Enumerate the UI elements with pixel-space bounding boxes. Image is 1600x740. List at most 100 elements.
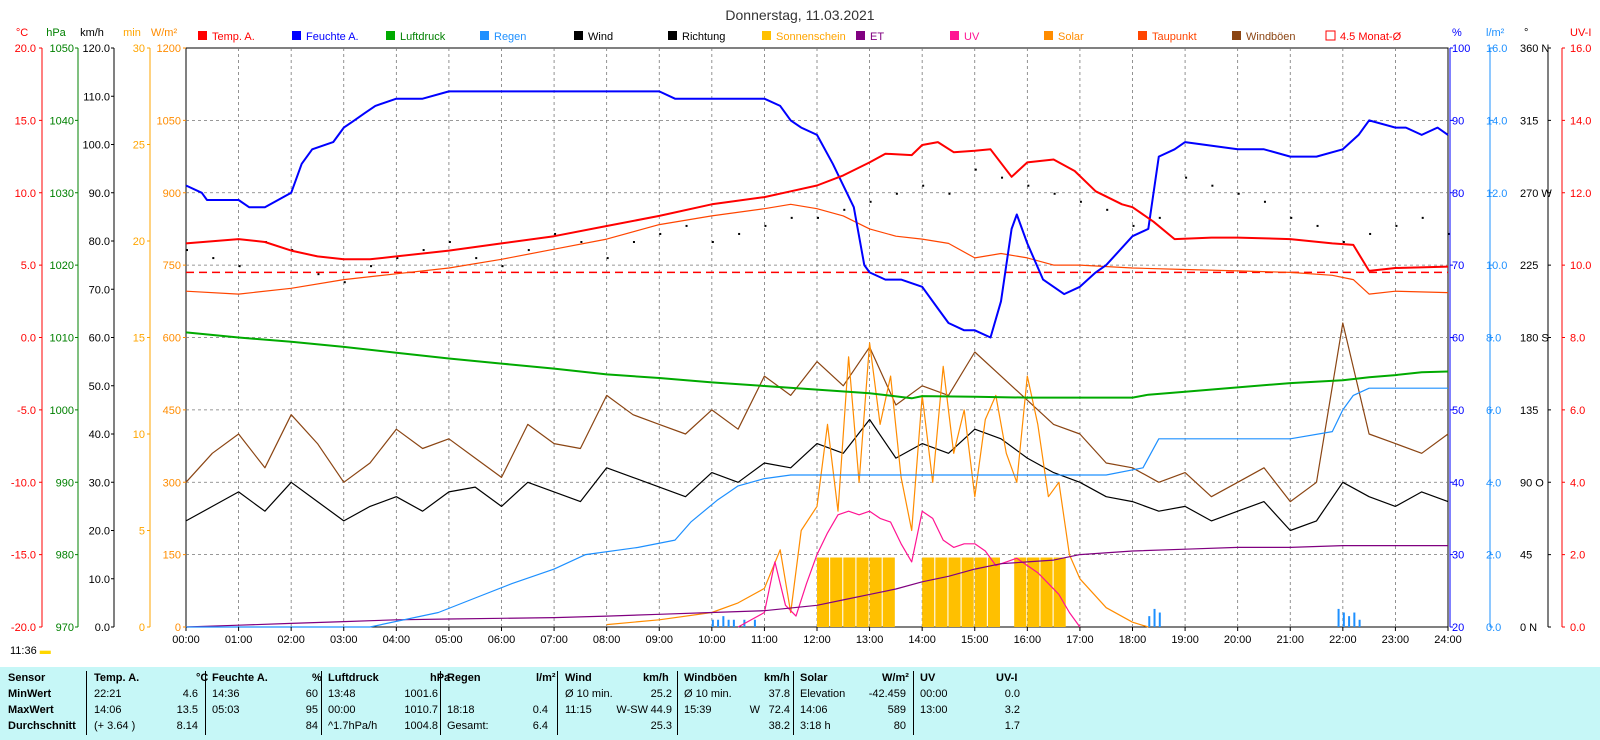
stats-unit-gust: km/h <box>764 672 790 684</box>
direction-point <box>948 192 951 195</box>
direction-point <box>1316 224 1319 227</box>
stats-row-label: MaxWert <box>8 704 54 716</box>
direction-point <box>1001 176 1004 179</box>
temp-axis-unit: °C <box>16 27 28 39</box>
uv-tick-label: 14.0 <box>1570 115 1591 127</box>
sunshine-tick-label: 15 <box>133 333 145 345</box>
rain-bar <box>1348 616 1351 627</box>
stats-value-uv: 0.0 <box>1004 688 1020 700</box>
stats-value-gust: 38.2 <box>768 720 790 732</box>
x-tick-label: 24:00 <box>1434 634 1462 646</box>
stats-value-solar: 14:06 <box>800 704 828 716</box>
legend-item: Luftdruck <box>386 31 446 43</box>
series-line-taupunkt <box>185 203 1449 295</box>
stats-value-uv: 13:00 <box>920 704 948 716</box>
humidity-axis-unit: % <box>1452 27 1462 39</box>
sunshine-bar <box>961 557 974 627</box>
x-tick-label: 02:00 <box>277 634 305 646</box>
series-line-uv <box>737 510 1081 628</box>
rain-tick-label: 12.0 <box>1486 188 1507 200</box>
humidity-tick-label: 60 <box>1452 333 1464 345</box>
rain-tick-label: 4.0 <box>1486 477 1501 489</box>
legend-label: Solar <box>1058 31 1084 43</box>
legend-swatch <box>198 31 207 40</box>
direction-point <box>580 241 583 243</box>
x-tick-label: 05:00 <box>435 634 463 646</box>
sunshine-tick-label: 30 <box>133 43 145 55</box>
legend-swatch <box>1325 30 1336 41</box>
stats-value-wind: W-SW <box>616 704 648 716</box>
direction-point <box>1395 224 1398 227</box>
direction-point <box>1369 232 1372 235</box>
stats-value-hum: 84 <box>305 720 318 732</box>
stats-value-temp: (+ 3.64 ) <box>94 720 136 732</box>
direction-point <box>186 249 188 252</box>
statistics-panel: Sensor MinWert MaxWert Durchschnitt Temp. A.… <box>0 667 1600 740</box>
direction-point <box>895 192 898 195</box>
stats-value-hum: 05:03 <box>212 704 240 716</box>
x-tick-label: 19:00 <box>1171 634 1199 646</box>
stats-header-sensor: Sensor <box>8 672 46 684</box>
wind-tick-label: 70.0 <box>89 284 110 296</box>
direction-point <box>1132 224 1135 227</box>
rain-bar <box>1158 612 1161 627</box>
direction-point <box>1211 184 1214 187</box>
x-tick-label: 09:00 <box>645 634 673 646</box>
sunshine-bar <box>882 557 895 627</box>
legend-item: Wind <box>574 31 613 43</box>
wind-tick-label: 40.0 <box>89 429 110 441</box>
rain-bar <box>1342 612 1345 627</box>
x-tick-label: 06:00 <box>488 634 516 646</box>
stats-column-separator <box>205 671 206 735</box>
chart-series <box>185 90 1450 628</box>
legend-label: UV <box>964 31 980 43</box>
pressure-axis-unit: hPa <box>46 27 66 39</box>
direction-axis-unit: ° <box>1524 27 1528 39</box>
pressure-tick-label: 970 <box>56 622 74 634</box>
wind-tick-label: 90.0 <box>89 188 110 200</box>
stats-column-separator <box>86 671 87 735</box>
legend-label: Temp. A. <box>212 31 255 43</box>
legend-label: Regen <box>494 31 526 43</box>
pressure-tick-label: 1040 <box>50 115 74 127</box>
wind-tick-label: 80.0 <box>89 236 110 248</box>
sunshine-bar <box>1027 557 1040 627</box>
wind-tick-label: 10.0 <box>89 574 110 586</box>
direction-point <box>1342 241 1345 243</box>
stats-value-uv: 1.7 <box>1004 720 1020 732</box>
stats-value-press: 1010.7 <box>404 704 438 716</box>
wind-tick-label: 60.0 <box>89 333 110 345</box>
legend-label: Windböen <box>1246 31 1296 43</box>
direction-point <box>396 257 399 260</box>
legend-item: Regen <box>480 31 526 43</box>
legend-swatch <box>950 31 959 40</box>
direction-point <box>817 216 819 219</box>
direction-point <box>1448 232 1450 235</box>
rain-tick-label: 16.0 <box>1486 43 1507 55</box>
legend-item: Feuchte A. <box>292 31 359 43</box>
legend-label: Wind <box>588 31 613 43</box>
direction-point <box>370 265 373 268</box>
sunshine-bar <box>922 557 935 627</box>
legend-item: Windböen <box>1232 31 1296 43</box>
solar-tick-label: 750 <box>163 260 181 272</box>
uv-tick-label: 0.0 <box>1570 622 1585 634</box>
series-line-et <box>185 544 1448 628</box>
legend-label: Sonnenschein <box>776 31 846 43</box>
direction-tick-label: 360 N <box>1520 43 1549 55</box>
direction-point <box>843 208 846 211</box>
rain-bar <box>1153 608 1156 627</box>
humidity-tick-label: 100 <box>1452 43 1470 55</box>
direction-point <box>1079 200 1082 203</box>
stats-value-press: 13:48 <box>328 688 356 700</box>
uv-tick-label: 6.0 <box>1570 405 1585 417</box>
direction-point <box>685 224 688 227</box>
stats-column-separator <box>557 671 558 735</box>
sunshine-bar <box>1040 557 1053 627</box>
legend-swatch <box>856 31 865 40</box>
x-tick-label: 11:00 <box>751 634 778 646</box>
stats-value-temp: 22:21 <box>94 688 122 700</box>
humidity-tick-label: 50 <box>1452 405 1464 417</box>
stats-unit-wind: km/h <box>643 672 669 684</box>
wind-tick-label: 50.0 <box>89 381 110 393</box>
